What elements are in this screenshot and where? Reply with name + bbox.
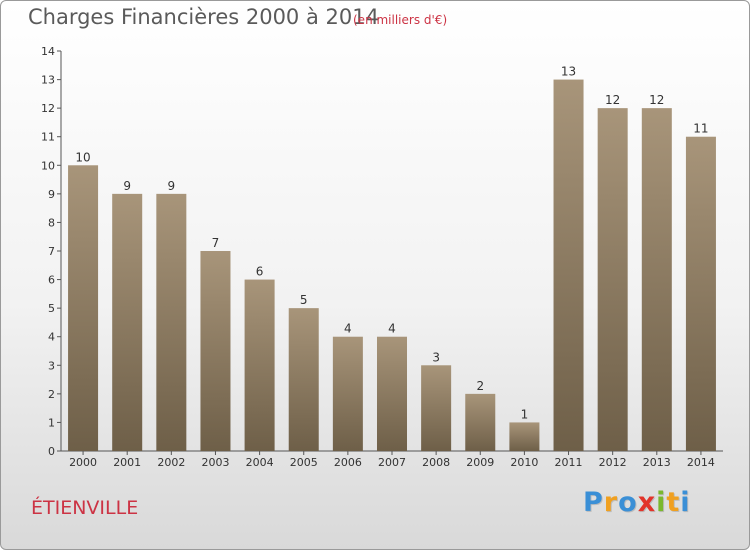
bar-2008 — [421, 365, 452, 451]
y-tick-label: 11 — [41, 131, 55, 144]
bar-2009 — [465, 393, 496, 451]
y-tick-label: 3 — [48, 359, 55, 372]
x-tick-label-2002: 2002 — [157, 456, 185, 469]
data-label-2002: 9 — [168, 179, 176, 193]
data-label-2001: 9 — [123, 179, 131, 193]
y-tick-label: 10 — [41, 159, 55, 172]
data-label-2009: 2 — [476, 379, 484, 393]
y-tick-label: 2 — [48, 388, 55, 401]
bar-2007 — [376, 336, 408, 451]
proxiti-logo[interactable]: Proxiti — [583, 487, 691, 518]
x-tick-label-2009: 2009 — [466, 456, 494, 469]
data-label-2012: 12 — [605, 93, 620, 107]
logo-letter: i — [680, 487, 691, 518]
x-tick-label-2012: 2012 — [599, 456, 627, 469]
data-label-2008: 3 — [432, 350, 440, 364]
logo-letter: o — [618, 487, 638, 518]
data-label-2007: 4 — [388, 322, 396, 336]
x-tick-label-2013: 2013 — [643, 456, 671, 469]
bar-2002 — [156, 193, 187, 451]
data-label-2000: 10 — [75, 150, 90, 164]
bar-2010 — [509, 422, 540, 451]
x-tick-label-2007: 2007 — [378, 456, 406, 469]
bar-2001 — [112, 193, 143, 451]
x-tick-label-2011: 2011 — [555, 456, 583, 469]
bar-2005 — [288, 308, 319, 451]
commune-name: ÉTIENVILLE — [31, 497, 139, 519]
x-tick-label-2001: 2001 — [113, 456, 141, 469]
data-label-2014: 11 — [693, 122, 708, 136]
x-tick-label-2008: 2008 — [422, 456, 450, 469]
bar-2011 — [553, 79, 584, 452]
x-tick-label-2005: 2005 — [290, 456, 318, 469]
logo-letter: x — [637, 487, 657, 518]
chart-subtitle: (en milliers d'€) — [353, 13, 448, 27]
data-label-2013: 12 — [649, 93, 664, 107]
x-tick-label-2004: 2004 — [246, 456, 274, 469]
data-label-2005: 5 — [300, 293, 308, 307]
bar-2012 — [597, 108, 628, 452]
y-tick-label: 9 — [48, 188, 55, 201]
logo-letter: i — [656, 487, 667, 518]
bar-layer: 10 9 9 7 6 5 4 4 3 2 1 13 12 12 11 — [68, 65, 716, 452]
y-tick-label: 13 — [41, 74, 55, 87]
bar-2004 — [244, 279, 275, 451]
logo-letter: t — [666, 487, 681, 518]
y-tick-label: 4 — [48, 331, 55, 344]
y-tick-label: 7 — [48, 245, 55, 258]
y-tick-label: 1 — [48, 416, 55, 429]
bar-2014 — [685, 136, 716, 451]
data-label-2006: 4 — [344, 322, 352, 336]
x-tick-label-2000: 2000 — [69, 456, 97, 469]
x-tick-label-2010: 2010 — [510, 456, 538, 469]
x-tick-label-2003: 2003 — [201, 456, 229, 469]
x-tick-label-2014: 2014 — [687, 456, 715, 469]
y-tick-label: 8 — [48, 216, 55, 229]
data-label-2003: 7 — [212, 236, 220, 250]
data-label-2010: 1 — [521, 407, 529, 421]
logo-letter: r — [603, 487, 619, 518]
y-tick-label: 14 — [41, 45, 55, 58]
y-tick-label: 0 — [48, 445, 55, 458]
x-tick-label-2006: 2006 — [334, 456, 362, 469]
y-tick-label: 6 — [48, 274, 55, 287]
logo-letter: P — [583, 487, 604, 518]
bar-2006 — [332, 336, 363, 451]
bar-2013 — [641, 108, 672, 452]
y-tick-label: 5 — [48, 302, 55, 315]
y-tick-label: 12 — [41, 102, 55, 115]
bar-2000 — [68, 165, 99, 452]
bar-2003 — [200, 251, 231, 451]
chart-title: Charges Financières 2000 à 2014 — [28, 5, 379, 29]
data-label-2004: 6 — [256, 265, 264, 279]
data-label-2011: 13 — [561, 65, 576, 79]
